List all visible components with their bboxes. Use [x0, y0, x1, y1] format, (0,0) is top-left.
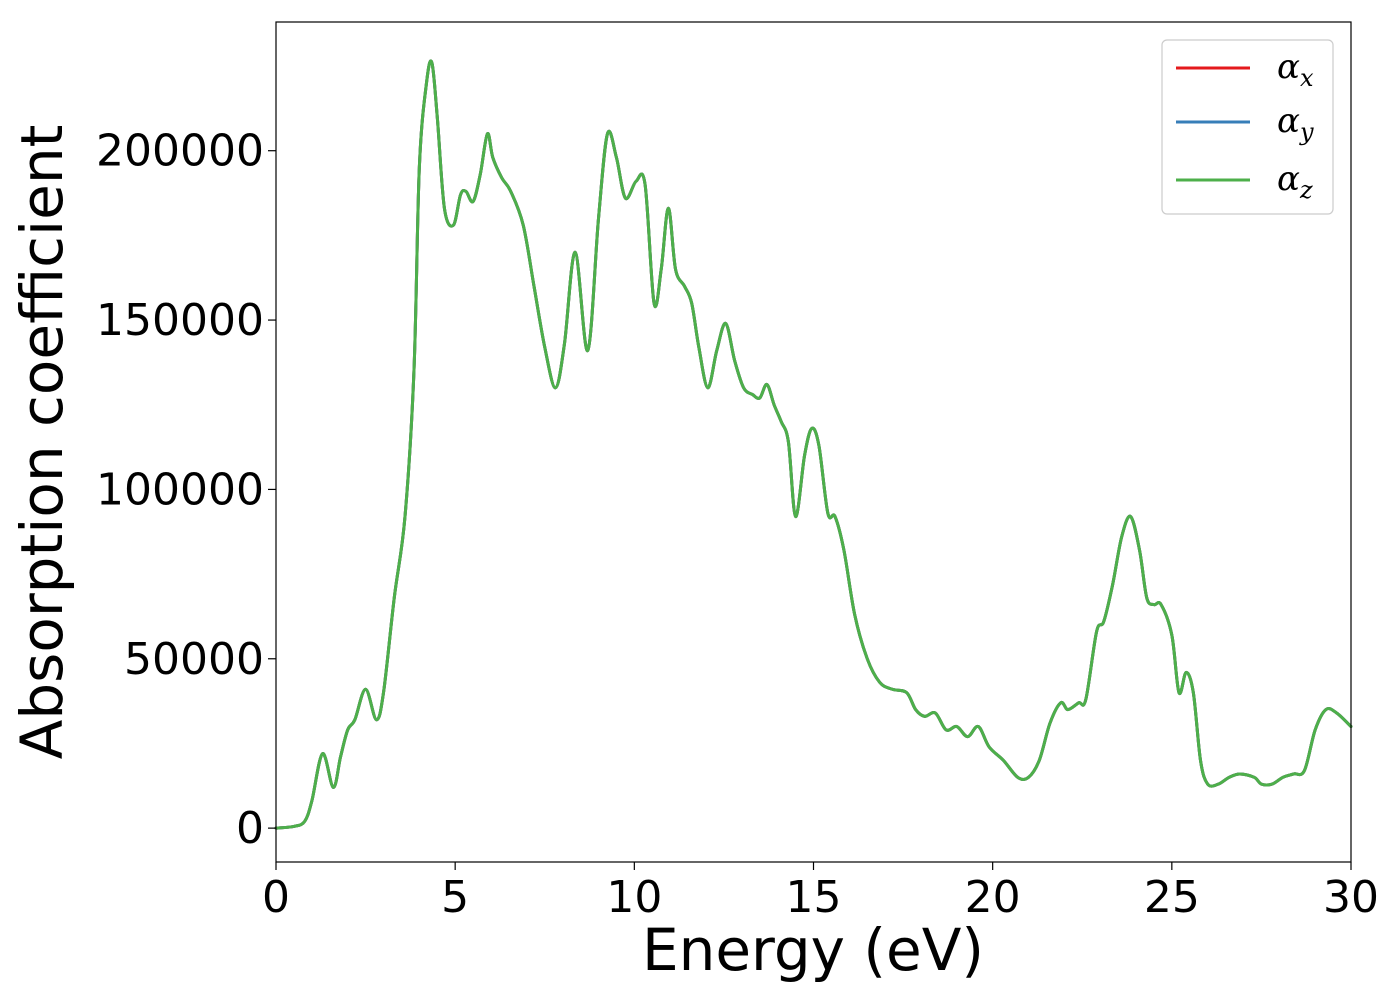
y-tick-label: 150000 — [96, 295, 264, 346]
y-tick-label: 50000 — [124, 634, 264, 685]
y-tick-label: 0 — [236, 803, 264, 854]
x-tick-label: 0 — [262, 872, 290, 923]
x-tick-label: 25 — [1144, 872, 1200, 923]
y-axis-title: Absorption coefficient — [8, 125, 76, 760]
x-tick-label: 20 — [965, 872, 1021, 923]
x-tick-label: 30 — [1323, 872, 1379, 923]
series-layer — [274, 59, 1353, 830]
y-tick-label: 100000 — [96, 464, 264, 515]
x-axis-ticks: 0 5 10 15 20 25 30 — [262, 862, 1379, 923]
legend-label-alpha-y: αy — [1277, 101, 1314, 146]
x-axis-title: Energy (eV) — [642, 916, 984, 984]
x-tick-label: 15 — [786, 872, 842, 923]
y-tick-label: 200000 — [96, 126, 264, 177]
series-line-alpha-z — [274, 59, 1353, 830]
x-tick-label: 10 — [606, 872, 662, 923]
legend-box — [1161, 39, 1334, 215]
legend: αx αy αz — [1161, 39, 1334, 215]
y-axis-ticks: 0 50000 100000 150000 200000 — [96, 126, 276, 854]
x-tick-label: 5 — [441, 872, 469, 923]
legend-label-alpha-z: αz — [1277, 159, 1313, 204]
legend-label-alpha-x: αx — [1277, 47, 1314, 92]
